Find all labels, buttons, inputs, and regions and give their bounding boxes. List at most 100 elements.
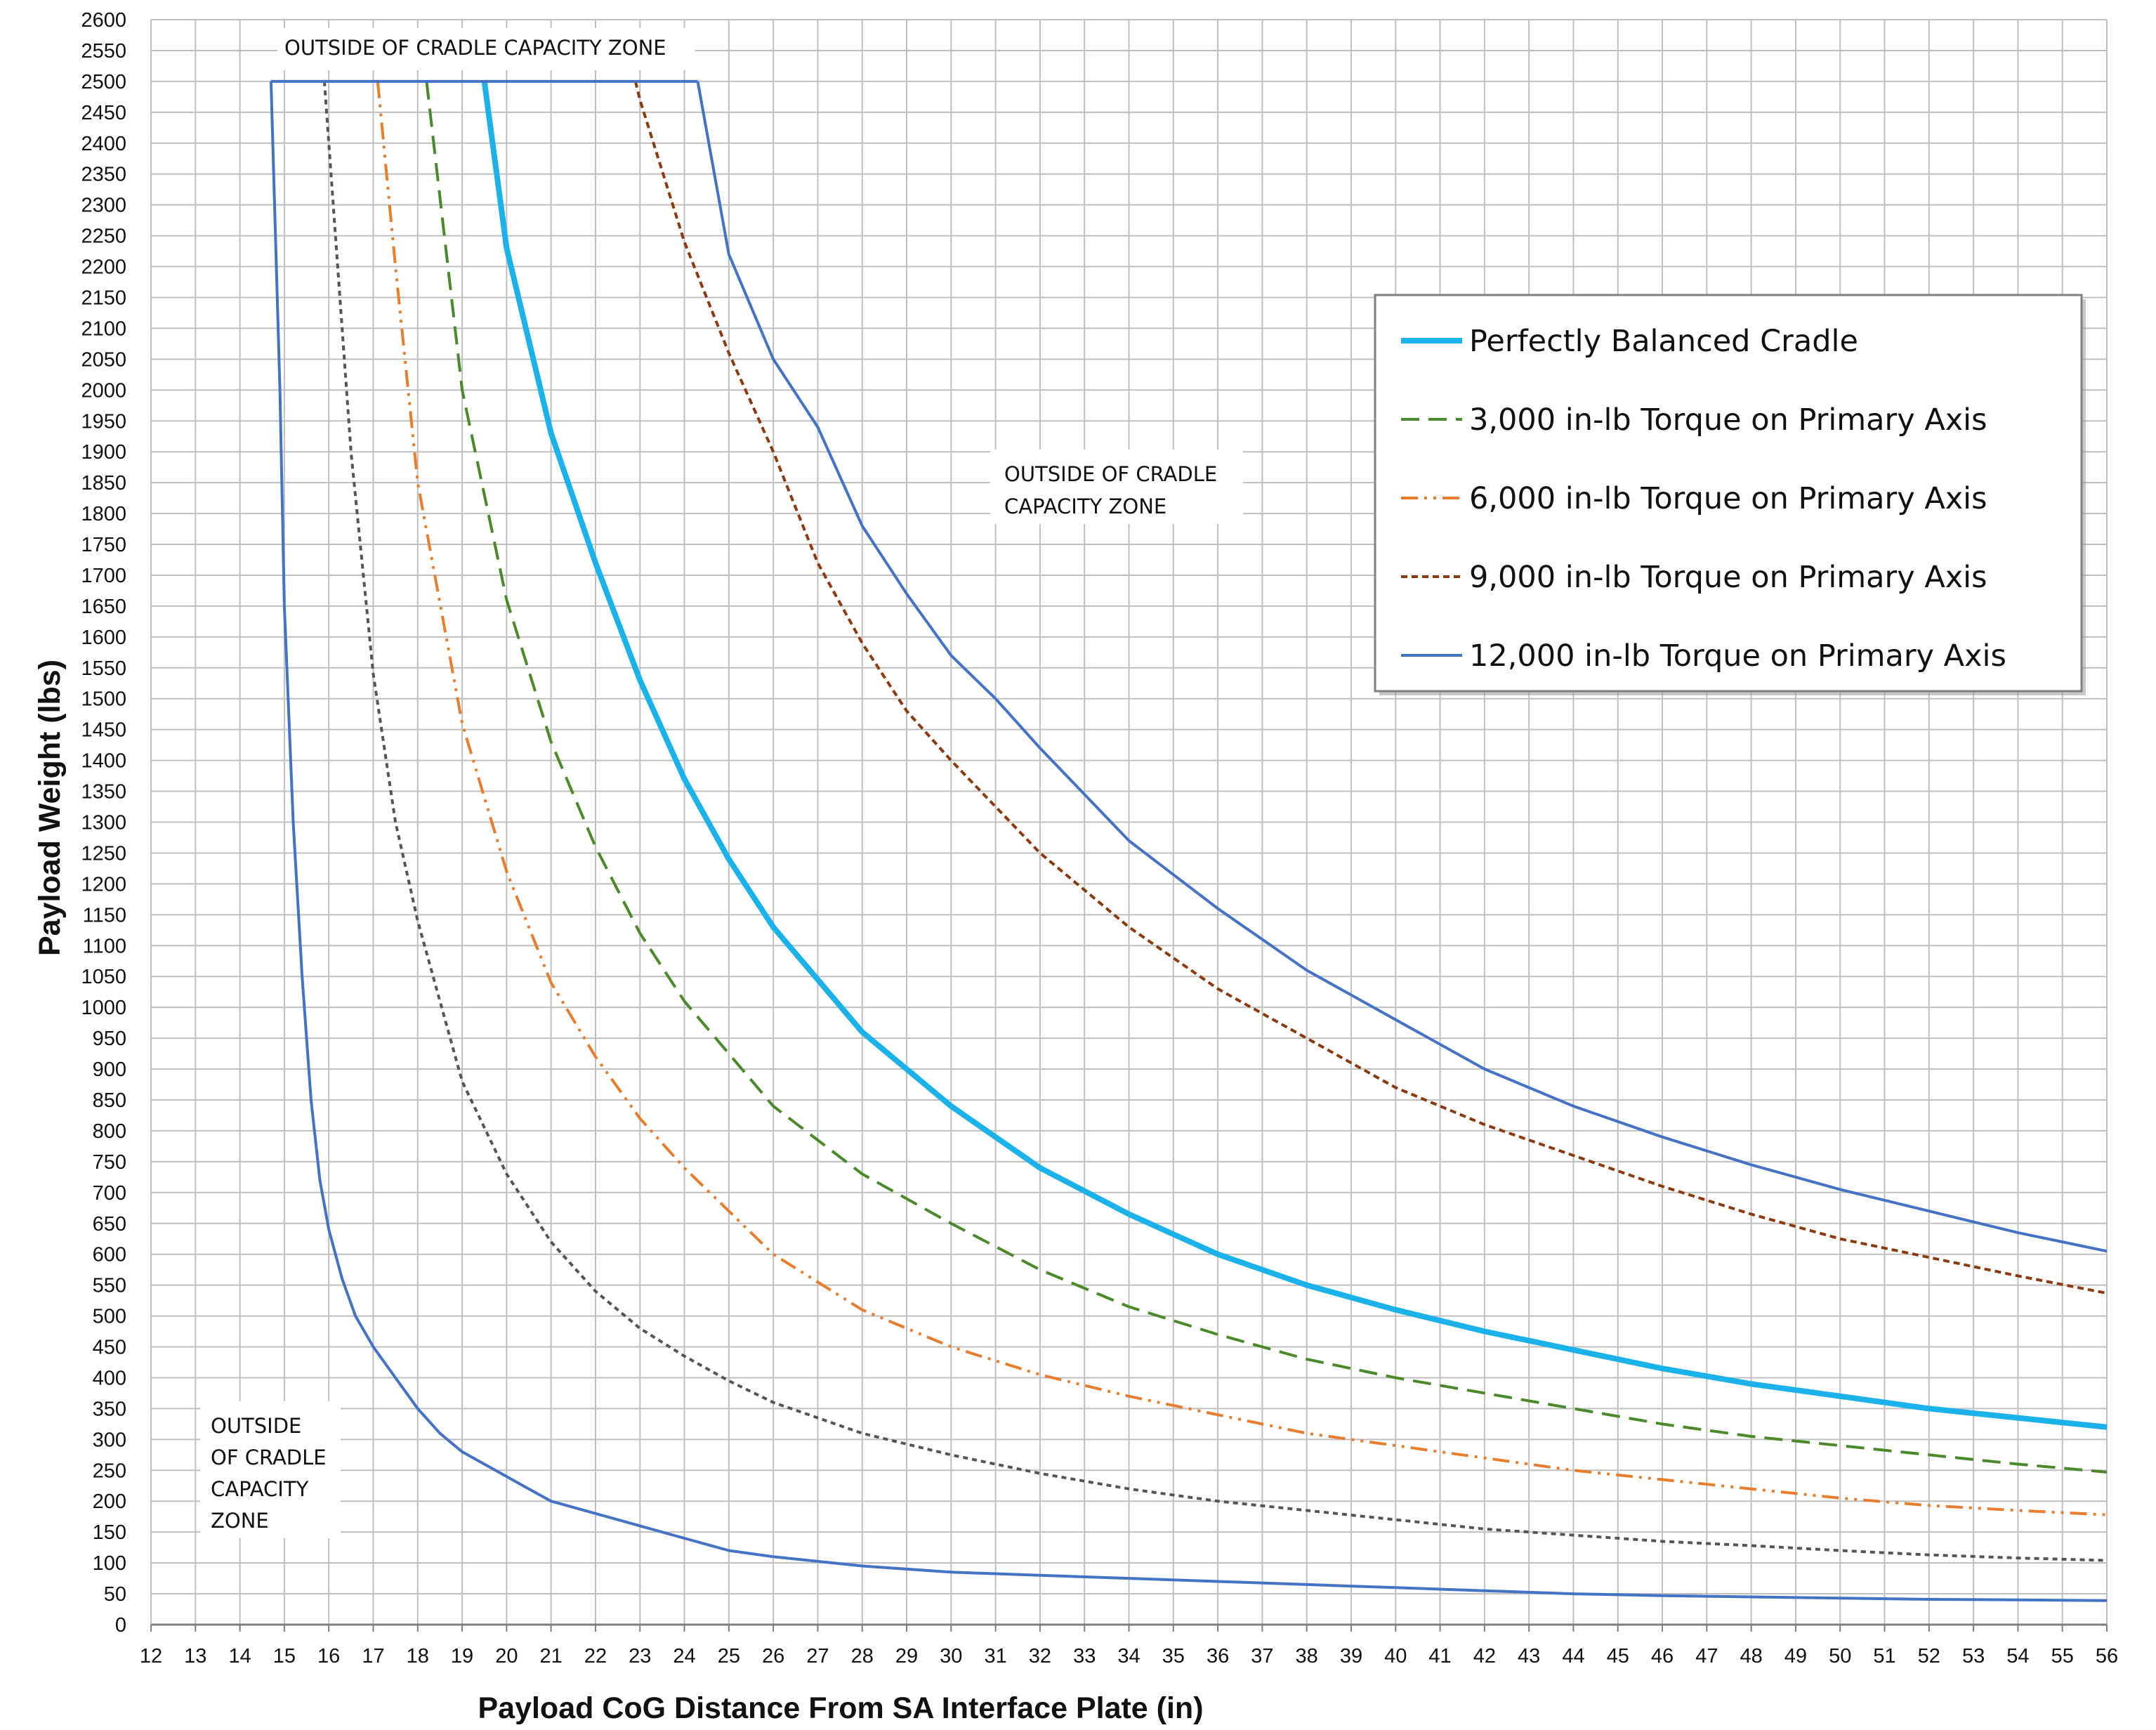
y-tick-label: 950 — [93, 1028, 126, 1050]
y-tick-label: 550 — [93, 1275, 126, 1297]
annotation-box — [200, 1401, 341, 1538]
y-tick-label: 1150 — [83, 904, 126, 926]
y-tick-label: 800 — [93, 1120, 126, 1143]
y-axis-ticks: 0 50 100 150 200 250 300 350 400 450 500 550 600 650 7… — [81, 9, 126, 1637]
x-tick-label: 22 — [584, 1645, 607, 1667]
y-tick-label: 50 — [104, 1583, 126, 1606]
y-tick-label: 2250 — [81, 225, 126, 248]
legend-label-2: 6,000 in-lb Torque on Primary Axis — [1469, 481, 1987, 516]
y-tick-label: 1450 — [81, 719, 126, 742]
x-tick-label: 50 — [1829, 1645, 1851, 1667]
y-tick-label: 150 — [93, 1521, 126, 1544]
y-tick-label: 1650 — [81, 596, 126, 618]
y-tick-label: 1600 — [81, 627, 126, 649]
x-tick-label: 18 — [407, 1645, 429, 1667]
x-tick-label: 16 — [317, 1645, 340, 1667]
y-tick-label: 2600 — [81, 9, 126, 32]
series-line-6 — [269, 79, 2108, 1602]
y-tick-label: 2000 — [81, 379, 126, 402]
x-tick-label: 15 — [273, 1645, 296, 1667]
x-tick-label: 38 — [1296, 1645, 1318, 1667]
y-tick-label: 1500 — [81, 688, 126, 711]
y-tick-label: 400 — [93, 1367, 126, 1389]
x-axis-ticks: 12 13 14 15 16 17 18 19 20 21 22 23 24 25 26 27 28 29 30 31… — [140, 1625, 2118, 1667]
x-tick-label: 52 — [1918, 1645, 1940, 1667]
series-line-4 — [696, 81, 2108, 1253]
y-tick-label: 1050 — [81, 966, 126, 988]
x-tick-label: 37 — [1251, 1645, 1273, 1667]
y-tick-label: 1350 — [81, 781, 126, 804]
y-tick-label: 1550 — [81, 657, 126, 680]
x-tick-label: 32 — [1029, 1645, 1051, 1667]
y-tick-label: 900 — [93, 1059, 126, 1081]
x-tick-label: 28 — [851, 1645, 874, 1667]
annotation-text: OUTSIDE — [211, 1414, 301, 1438]
x-tick-label: 43 — [1518, 1645, 1540, 1667]
y-tick-label: 2050 — [81, 348, 126, 371]
y-tick-label: 1250 — [81, 842, 126, 865]
grid — [150, 19, 2108, 1626]
plot-area — [269, 79, 2108, 1602]
y-axis-title: Payload Weight (lbs) — [33, 660, 67, 956]
y-tick-label: 600 — [93, 1244, 126, 1266]
y-tick-label: 100 — [93, 1552, 126, 1575]
y-tick-label: 2300 — [81, 195, 126, 217]
annotation-text: ZONE — [211, 1509, 269, 1533]
x-tick-label: 31 — [984, 1645, 1006, 1667]
x-tick-label: 34 — [1117, 1645, 1140, 1667]
x-tick-label: 13 — [184, 1645, 206, 1667]
x-tick-label: 41 — [1428, 1645, 1451, 1667]
y-tick-label: 1900 — [81, 441, 126, 464]
annotation-text: OUTSIDE OF CRADLE — [1004, 462, 1217, 486]
y-tick-label: 1400 — [81, 750, 126, 773]
x-tick-label: 49 — [1784, 1645, 1807, 1667]
y-tick-label: 450 — [93, 1337, 126, 1359]
x-tick-label: 55 — [2051, 1645, 2074, 1667]
y-tick-label: 2550 — [81, 40, 126, 63]
x-tick-label: 24 — [673, 1645, 695, 1667]
y-tick-label: 650 — [93, 1213, 126, 1236]
x-tick-label: 46 — [1651, 1645, 1674, 1667]
x-tick-label: 54 — [2006, 1645, 2029, 1667]
series-line-1 — [425, 81, 2108, 1474]
legend: Perfectly Balanced Cradle 3,000 in-lb Tor… — [1374, 294, 2086, 695]
legend-label-0: Perfectly Balanced Cradle — [1469, 324, 1858, 359]
x-tick-label: 56 — [2096, 1645, 2118, 1667]
annotation-text: OUTSIDE OF CRADLE CAPACITY ZONE — [284, 36, 666, 60]
annotation-text: CAPACITY ZONE — [1004, 494, 1166, 518]
y-tick-label: 2100 — [81, 317, 126, 340]
x-tick-label: 30 — [940, 1645, 962, 1667]
y-tick-label: 1950 — [81, 410, 126, 433]
y-tick-label: 500 — [93, 1306, 126, 1328]
annotation-box — [277, 28, 695, 70]
y-tick-label: 250 — [93, 1460, 126, 1482]
x-tick-label: 45 — [1607, 1645, 1629, 1667]
y-tick-label: 350 — [93, 1398, 126, 1420]
y-tick-label: 1800 — [81, 503, 126, 525]
y-tick-label: 2150 — [81, 287, 126, 309]
y-tick-label: 0 — [115, 1614, 126, 1637]
y-tick-label: 1100 — [83, 935, 126, 957]
x-tick-label: 35 — [1162, 1645, 1185, 1667]
series-line-5 — [322, 79, 2108, 1562]
x-tick-label: 40 — [1384, 1645, 1407, 1667]
y-tick-label: 700 — [93, 1182, 126, 1205]
x-tick-label: 12 — [140, 1645, 162, 1667]
annotation-text: CAPACITY — [211, 1477, 309, 1501]
y-tick-label: 1850 — [81, 472, 126, 494]
y-tick-label: 1750 — [81, 534, 126, 556]
x-tick-label: 27 — [806, 1645, 829, 1667]
y-tick-label: 2400 — [81, 133, 126, 155]
y-tick-label: 2450 — [81, 102, 126, 124]
y-tick-label: 1700 — [81, 565, 126, 587]
x-tick-label: 51 — [1873, 1645, 1895, 1667]
y-tick-label: 850 — [93, 1089, 126, 1112]
x-tick-label: 17 — [362, 1645, 384, 1667]
x-tick-label: 29 — [895, 1645, 918, 1667]
legend-box — [1374, 294, 2083, 693]
x-tick-label: 47 — [1695, 1645, 1718, 1667]
y-tick-label: 300 — [93, 1429, 126, 1451]
x-tick-label: 26 — [762, 1645, 784, 1667]
y-tick-label: 1000 — [81, 997, 126, 1019]
x-tick-label: 39 — [1340, 1645, 1362, 1667]
